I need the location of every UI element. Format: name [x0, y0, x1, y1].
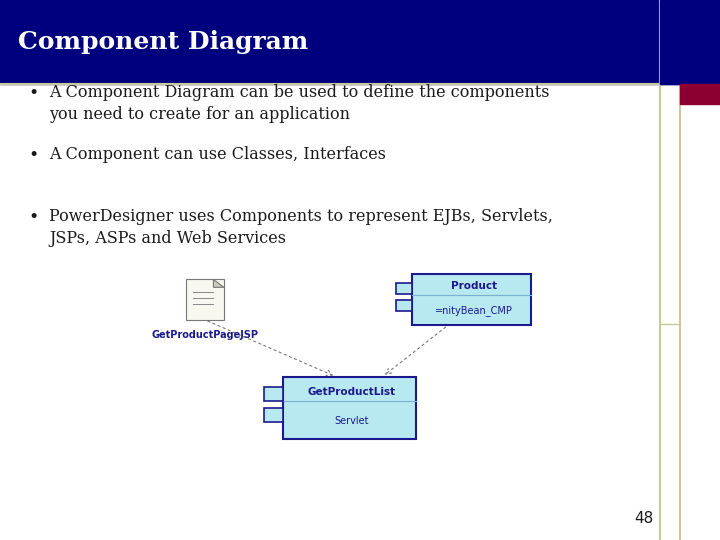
Text: Product: Product [451, 281, 497, 292]
Bar [395, 300, 412, 312]
Bar [0, 0, 720, 84]
Text: GetProductPageJSP: GetProductPageJSP [152, 329, 258, 340]
Text: Component Diagram: Component Diagram [18, 30, 308, 54]
Text: Servlet: Servlet [335, 416, 369, 427]
Polygon shape [213, 280, 224, 287]
Text: PowerDesigner uses Components to represent EJBs, Servlets,
JSPs, ASPs and Web Se: PowerDesigner uses Components to represe… [49, 208, 553, 247]
Bar [264, 387, 282, 401]
Bar [186, 280, 224, 320]
Bar [680, 84, 720, 104]
Bar [660, 0, 720, 84]
Text: 48: 48 [634, 511, 653, 526]
Bar [412, 274, 531, 325]
Text: GetProductList: GetProductList [308, 387, 396, 396]
Bar [282, 377, 416, 438]
Text: •: • [29, 84, 39, 102]
Bar [395, 283, 412, 294]
Text: •: • [29, 208, 39, 226]
Text: •: • [29, 146, 39, 164]
Text: A Component can use Classes, Interfaces: A Component can use Classes, Interfaces [49, 146, 386, 163]
Bar [264, 408, 282, 422]
Text: A Component Diagram can be used to define the components
you need to create for : A Component Diagram can be used to defin… [49, 84, 549, 123]
Text: =nityBean_CMP: =nityBean_CMP [435, 306, 513, 316]
